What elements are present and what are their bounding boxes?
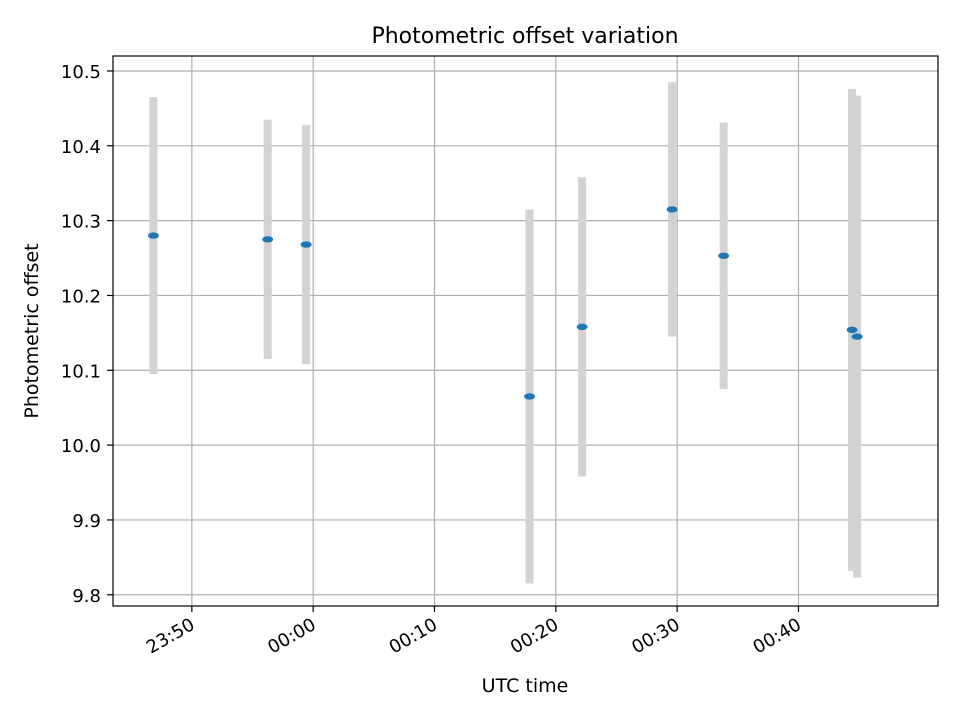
grid-layer [113, 56, 938, 606]
data-point [524, 393, 536, 400]
data-point [576, 323, 588, 331]
y-tick-label: 10.4 [61, 137, 101, 158]
y-tick-label: 10.3 [61, 212, 101, 233]
data-point [300, 241, 312, 248]
chart-title: Photometric offset variation [371, 24, 678, 49]
plot-frame [112, 55, 939, 607]
data-point [666, 206, 678, 213]
y-tick-label: 10.5 [61, 62, 101, 83]
plot-area-background [113, 56, 938, 606]
data-point [262, 236, 274, 243]
y-tick-label: 9.9 [72, 511, 101, 532]
y-tick-label: 9.8 [72, 586, 101, 607]
y-tick-label: 10.0 [61, 436, 101, 457]
data-point [846, 326, 858, 334]
marker-layer [147, 206, 863, 400]
y-tick-label: 10.1 [61, 361, 101, 382]
data-point [718, 252, 730, 259]
y-axis-label: Photometric offset [21, 243, 43, 418]
y-tick-label: 10.2 [61, 286, 101, 307]
data-point [851, 333, 863, 340]
data-point [147, 232, 159, 239]
x-axis-label: UTC time [482, 675, 569, 697]
